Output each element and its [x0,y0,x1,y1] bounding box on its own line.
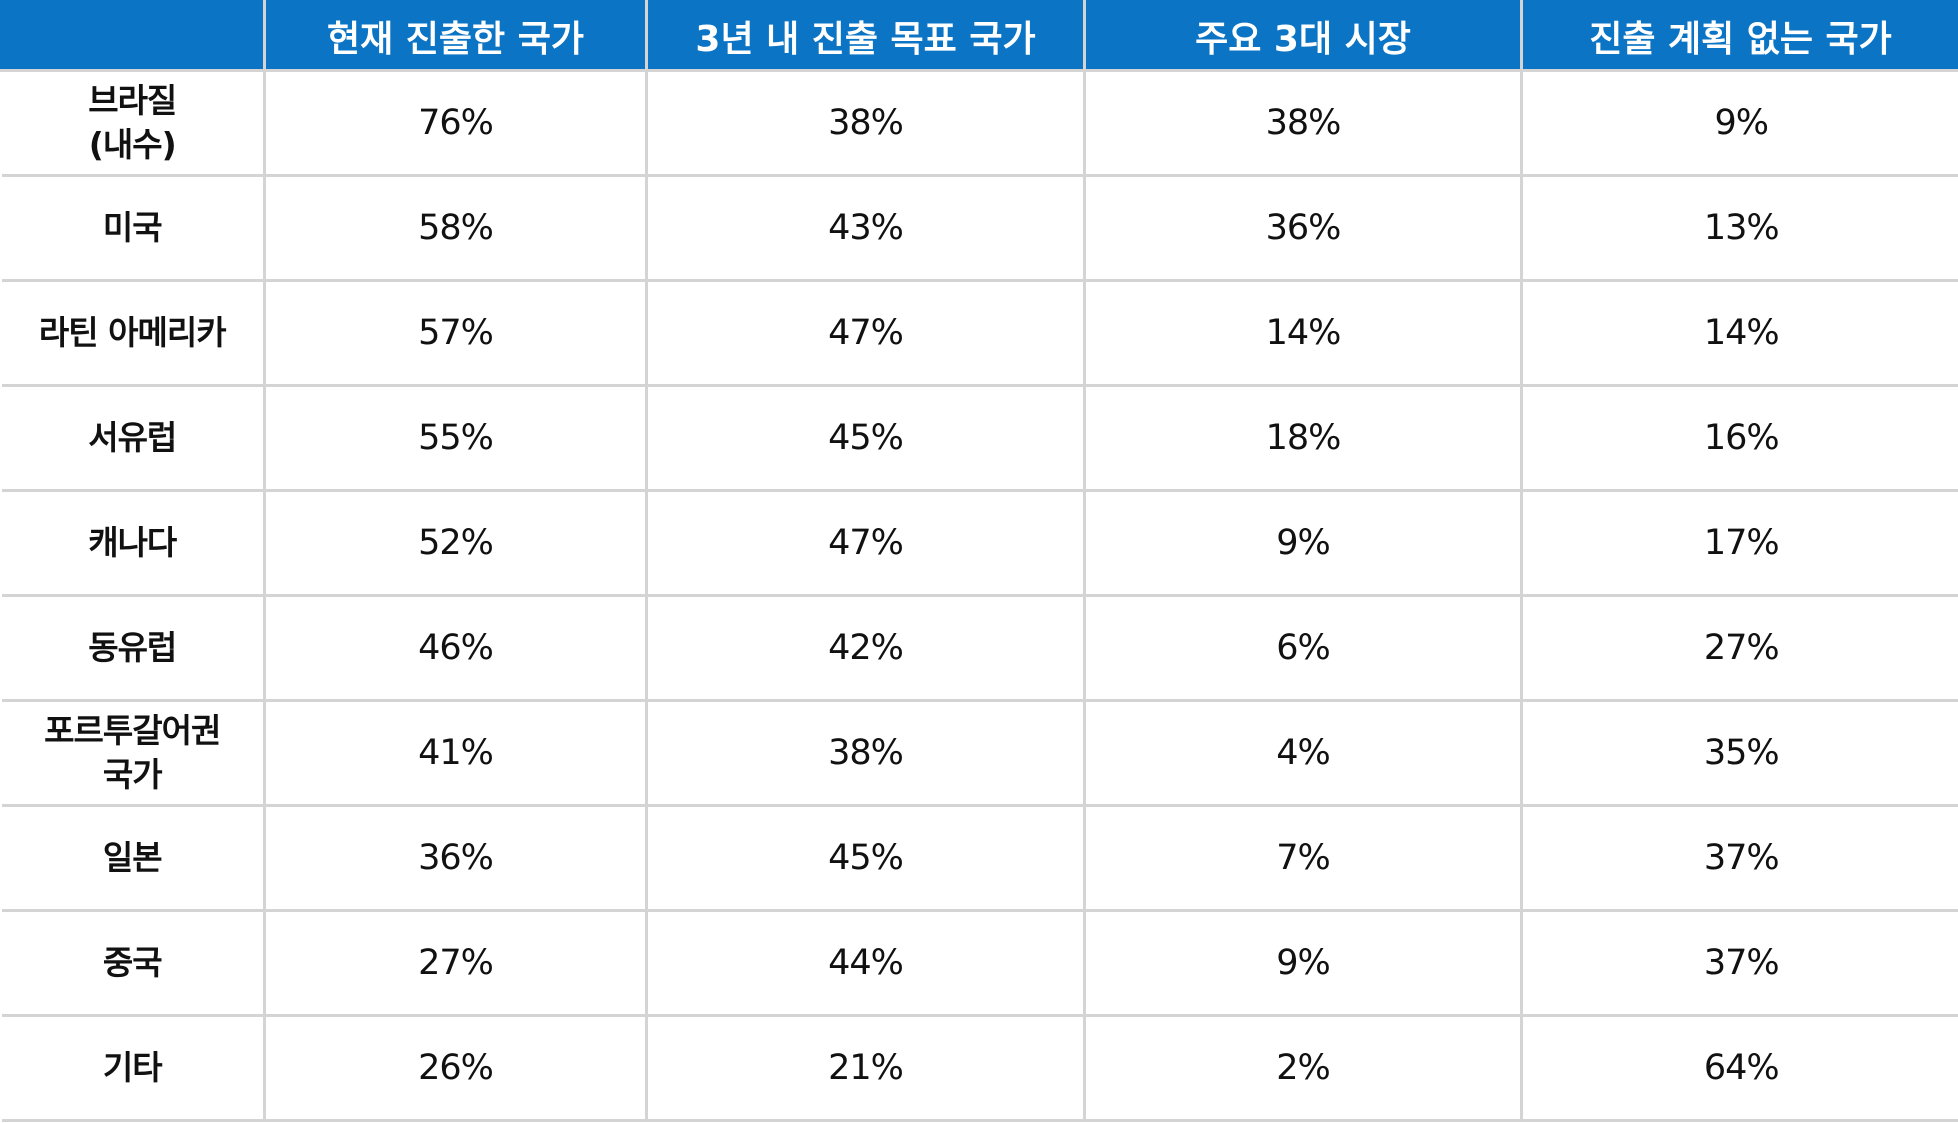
table-row: 일본 36% 45% 7% 37% [1,804,1958,912]
cell-target-markets-3yr: 38% [645,69,1086,177]
cell-no-plan-markets: 37% [1520,909,1958,1017]
table-row: 브라질 (내수) 76% 38% 38% 9% [1,69,1958,177]
cell-no-plan-markets: 37% [1520,804,1958,912]
table-header: 현재 진출한 국가 3년 내 진출 목표 국가 주요 3대 시장 진출 계획 없… [0,0,1958,72]
cell-top3-markets: 9% [1083,909,1523,1017]
cell-current-markets: 46% [263,594,648,702]
header-target-markets-3yr: 3년 내 진출 목표 국가 [645,0,1086,72]
cell-current-markets: 26% [263,1014,648,1122]
cell-target-markets-3yr: 21% [645,1014,1086,1122]
cell-no-plan-markets: 9% [1520,69,1958,177]
cell-current-markets: 58% [263,174,648,282]
cell-current-markets: 41% [263,699,648,807]
header-top3-markets: 주요 3대 시장 [1083,0,1523,72]
cell-top3-markets: 38% [1083,69,1523,177]
cell-no-plan-markets: 16% [1520,384,1958,492]
header-row: 현재 진출한 국가 3년 내 진출 목표 국가 주요 3대 시장 진출 계획 없… [0,0,1958,72]
table-body: 브라질 (내수) 76% 38% 38% 9% 미국 58% 43% 36% 13% 라틴 아메리카… [1,69,1958,1122]
cell-no-plan-markets: 13% [1520,174,1958,282]
cell-no-plan-markets: 27% [1520,594,1958,702]
table-row: 라틴 아메리카 57% 47% 14% 14% [1,279,1958,387]
table-row: 동유럽 46% 42% 6% 27% [1,594,1958,702]
row-label: 일본 [1,804,266,912]
row-label: 서유럽 [1,384,266,492]
cell-current-markets: 55% [263,384,648,492]
cell-no-plan-markets: 35% [1520,699,1958,807]
cell-current-markets: 36% [263,804,648,912]
cell-target-markets-3yr: 43% [645,174,1086,282]
cell-current-markets: 52% [263,489,648,597]
row-label: 중국 [1,909,266,1017]
cell-target-markets-3yr: 47% [645,489,1086,597]
cell-top3-markets: 14% [1083,279,1523,387]
row-label: 미국 [1,174,266,282]
row-label: 동유럽 [1,594,266,702]
cell-top3-markets: 9% [1083,489,1523,597]
cell-top3-markets: 4% [1083,699,1523,807]
row-label: 라틴 아메리카 [1,279,266,387]
cell-target-markets-3yr: 45% [645,384,1086,492]
cell-top3-markets: 18% [1083,384,1523,492]
cell-target-markets-3yr: 38% [645,699,1086,807]
row-label: 포르투갈어권 국가 [1,699,266,807]
row-label: 캐나다 [1,489,266,597]
row-label: 브라질 (내수) [1,69,266,177]
cell-top3-markets: 36% [1083,174,1523,282]
cell-top3-markets: 7% [1083,804,1523,912]
header-no-plan-markets: 진출 계획 없는 국가 [1520,0,1958,72]
cell-no-plan-markets: 64% [1520,1014,1958,1122]
cell-target-markets-3yr: 47% [645,279,1086,387]
row-label: 기타 [1,1014,266,1122]
cell-target-markets-3yr: 44% [645,909,1086,1017]
table-row: 중국 27% 44% 9% 37% [1,909,1958,1017]
table-row: 기타 26% 21% 2% 64% [1,1014,1958,1122]
cell-target-markets-3yr: 45% [645,804,1086,912]
cell-no-plan-markets: 14% [1520,279,1958,387]
header-corner-cell [0,0,266,72]
cell-no-plan-markets: 17% [1520,489,1958,597]
table-row: 포르투갈어권 국가 41% 38% 4% 35% [1,699,1958,807]
cell-current-markets: 27% [263,909,648,1017]
cell-top3-markets: 6% [1083,594,1523,702]
table-row: 미국 58% 43% 36% 13% [1,174,1958,282]
cell-target-markets-3yr: 42% [645,594,1086,702]
cell-current-markets: 57% [263,279,648,387]
cell-current-markets: 76% [263,69,648,177]
table-row: 서유럽 55% 45% 18% 16% [1,384,1958,492]
header-current-markets: 현재 진출한 국가 [263,0,648,72]
table-row: 캐나다 52% 47% 9% 17% [1,489,1958,597]
cell-top3-markets: 2% [1083,1014,1523,1122]
